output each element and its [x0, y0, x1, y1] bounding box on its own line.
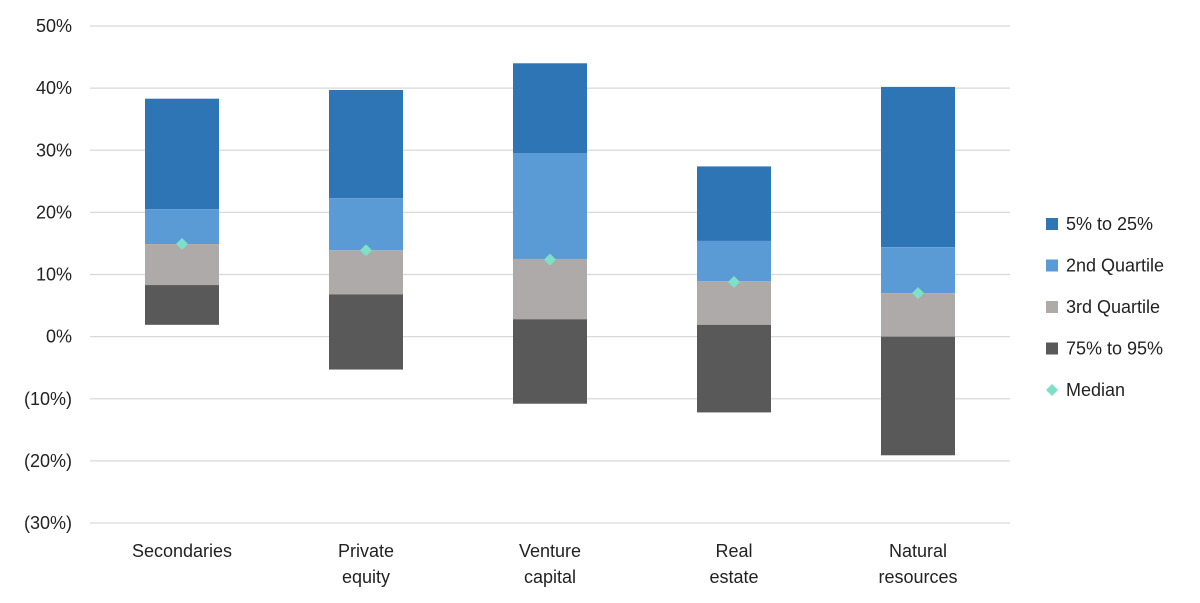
y-tick-label: 50% [36, 16, 72, 36]
bar-segment [697, 166, 771, 241]
bar-segment [513, 319, 587, 404]
bar-segment [329, 89, 403, 199]
x-category-label: equity [342, 567, 390, 587]
legend-label: 5% to 25% [1066, 214, 1153, 234]
bar-segment [697, 240, 771, 282]
legend-swatch [1046, 218, 1058, 230]
bar-segment [513, 258, 587, 320]
bar-segment [145, 244, 219, 286]
median-marker [912, 287, 924, 300]
bars [145, 63, 955, 456]
legend-item: 75% to 95% [1046, 339, 1163, 359]
legend: 5% to 25% 2nd Quartile 3rd Quartile 75% to … [1046, 214, 1164, 400]
bar-segment [513, 63, 587, 154]
legend-item: Median [1046, 380, 1125, 400]
x-category-label: resources [878, 567, 957, 587]
median-marker [728, 275, 740, 288]
legend-label: Median [1066, 380, 1125, 400]
bar-segment [881, 86, 955, 248]
y-tick-label: 0% [46, 327, 72, 347]
bar-segment [881, 336, 955, 456]
y-tick-label: 40% [36, 78, 72, 98]
legend-swatch [1046, 301, 1058, 313]
bar-segment [145, 98, 219, 210]
x-category-label: estate [709, 567, 758, 587]
median-marker [360, 244, 372, 257]
legend-label: 2nd Quartile [1066, 256, 1164, 276]
bar-segment [329, 198, 403, 251]
legend-label: 75% to 95% [1066, 339, 1163, 359]
y-tick-label: 30% [36, 140, 72, 160]
median-markers [176, 238, 924, 300]
x-category-label: Private [338, 541, 394, 561]
bar-segment [881, 293, 955, 337]
x-category-label: Venture [519, 541, 581, 561]
bar-segment [329, 294, 403, 370]
y-tick-label: (10%) [24, 389, 72, 409]
legend-swatch [1046, 259, 1058, 272]
legend-item: 2nd Quartile [1046, 256, 1164, 276]
legend-swatch [1046, 342, 1058, 355]
x-category-label: Secondaries [132, 541, 232, 561]
y-tick-label: 10% [36, 265, 72, 285]
x-axis-category-labels: Secondaries Private equity Venture capital Re… [132, 541, 958, 587]
bar-segment [881, 247, 955, 294]
y-tick-label: (30%) [24, 513, 72, 533]
x-category-label: Natural [889, 541, 947, 561]
median-marker [544, 253, 556, 266]
bar-segment [513, 153, 587, 259]
bar-segment [697, 324, 771, 413]
legend-item: 3rd Quartile [1046, 297, 1160, 317]
bar-segment [697, 281, 771, 325]
y-tick-label: 20% [36, 202, 72, 222]
bar-segment [329, 250, 403, 295]
x-category-label: capital [524, 567, 576, 587]
legend-swatch [1046, 384, 1058, 396]
x-category-label: Real [715, 541, 752, 561]
y-tick-label: (20%) [24, 451, 72, 471]
legend-item: 5% to 25% [1046, 214, 1153, 234]
bar-segment [145, 285, 219, 325]
legend-label: 3rd Quartile [1066, 297, 1160, 317]
y-axis-tick-labels: 50% 40% 30% 20% 10% 0% (10%) (20%) (30%) [24, 16, 72, 533]
median-marker [176, 238, 188, 251]
